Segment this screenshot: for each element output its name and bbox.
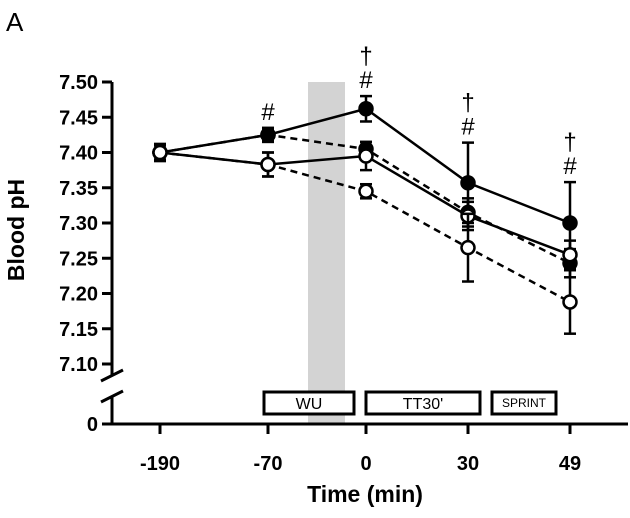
data-point bbox=[562, 215, 578, 231]
panel-label: A bbox=[6, 7, 24, 37]
phase-boxes: WU TT30' SPRINT bbox=[262, 390, 558, 416]
significance-symbol: # bbox=[359, 67, 373, 94]
data-series bbox=[152, 94, 578, 335]
shaded-region bbox=[308, 82, 345, 424]
phase-label: TT30' bbox=[403, 396, 443, 413]
y-tick-label: 7.10 bbox=[59, 354, 98, 376]
x-tick-labels: -190 -70 0 30 49 bbox=[140, 424, 581, 475]
x-axis-title: Time (min) bbox=[307, 481, 423, 507]
axis-break-mark-bottom bbox=[100, 389, 124, 404]
y-tick-label: 7.30 bbox=[59, 213, 98, 235]
y-tick-label: 7.35 bbox=[59, 178, 98, 200]
y-tick-label: 7.45 bbox=[59, 107, 98, 129]
phase-label: SPRINT bbox=[502, 396, 547, 410]
phase-box bbox=[364, 390, 482, 416]
data-point bbox=[460, 175, 476, 191]
phase-box bbox=[490, 390, 558, 416]
data-point bbox=[152, 144, 168, 161]
y-tick-labels: 7.50 7.45 7.40 7.35 7.30 7.25 7.20 7.15 7.10 0 bbox=[59, 72, 112, 436]
y-axis-title: Blood pH bbox=[3, 179, 29, 281]
phase-box bbox=[262, 390, 356, 416]
y-tick-label: 7.20 bbox=[59, 284, 98, 306]
x-tick-label: -190 bbox=[140, 453, 180, 475]
axis-break-mark-top bbox=[100, 368, 124, 383]
significance-symbol: † bbox=[563, 129, 576, 156]
phase-label: WU bbox=[296, 396, 323, 413]
significance-symbol: # bbox=[461, 114, 475, 141]
data-point bbox=[260, 156, 276, 173]
x-tick-label: 30 bbox=[457, 453, 479, 475]
x-tick-label: 0 bbox=[360, 453, 371, 475]
data-point bbox=[358, 148, 374, 164]
data-point bbox=[260, 127, 276, 143]
series-open-solid bbox=[152, 140, 578, 271]
series-filled-solid bbox=[152, 94, 578, 266]
significance-symbol: # bbox=[563, 153, 577, 180]
y-tick-label: 7.50 bbox=[59, 72, 98, 94]
data-point bbox=[562, 246, 578, 263]
data-point bbox=[358, 183, 374, 200]
y-tick-label: 0 bbox=[87, 414, 98, 436]
series-line bbox=[159, 151, 571, 304]
data-point bbox=[358, 101, 374, 117]
significance-symbol: † bbox=[359, 43, 372, 70]
y-tick-label: 7.40 bbox=[59, 143, 98, 165]
x-tick-label: 49 bbox=[559, 453, 581, 475]
series-open-dashed bbox=[152, 142, 578, 335]
axes bbox=[100, 82, 628, 426]
x-tick-label: -70 bbox=[254, 453, 283, 475]
significance-symbol: † bbox=[461, 90, 474, 117]
data-point bbox=[562, 294, 578, 310]
data-point bbox=[460, 239, 476, 256]
significance-symbol: # bbox=[261, 99, 275, 126]
significance-annotations: ##†#†#† bbox=[261, 43, 577, 180]
y-tick-label: 7.25 bbox=[59, 248, 98, 270]
y-tick-label: 7.15 bbox=[59, 319, 98, 341]
